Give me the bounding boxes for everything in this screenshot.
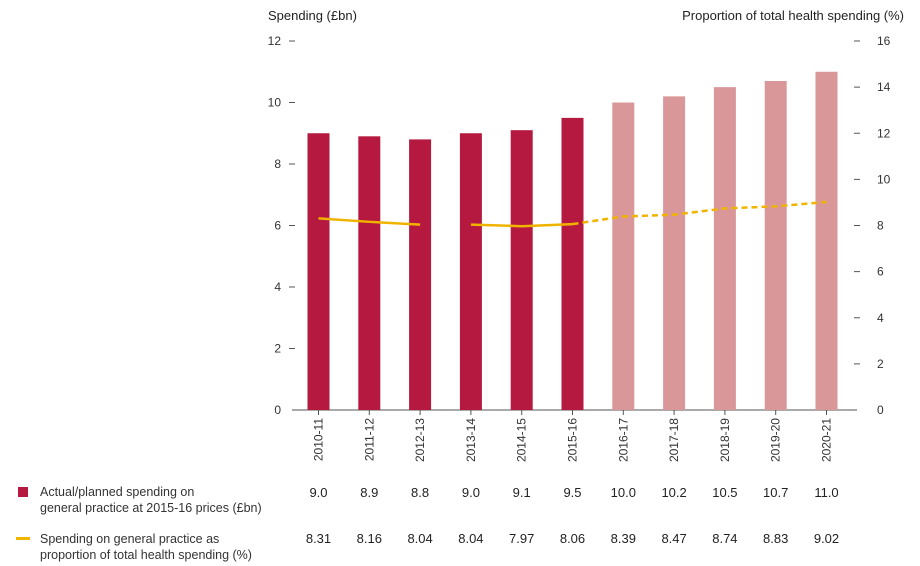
x-category-label: 2014-15: [515, 418, 529, 462]
proportion-table-value: 8.16: [357, 531, 382, 546]
spending-table-value: 8.9: [360, 485, 378, 500]
spending-table-value: 9.0: [309, 485, 327, 500]
proportion-table-value: 8.47: [661, 531, 686, 546]
actual-spending-bar: [561, 117, 584, 410]
spending-table-value: 9.0: [462, 485, 480, 500]
spending-table-value: 9.1: [513, 485, 531, 500]
left-tick-label: 12: [268, 34, 282, 48]
spending-table-value: 10.0: [611, 485, 636, 500]
left-tick-label: 6: [274, 219, 281, 233]
planned-spending-bar: [713, 87, 736, 410]
left-tick-label: 10: [268, 96, 282, 110]
actual-spending-bar: [409, 139, 432, 410]
spending-table-value: 11.0: [814, 485, 838, 500]
spending-table-value: 10.7: [763, 485, 788, 500]
legend-spending: Actual/planned spending on general pract…: [18, 484, 262, 516]
x-category-label: 2010-11: [312, 418, 326, 461]
x-category-label: 2019-20: [769, 418, 783, 462]
legend-line-swatch: [16, 537, 30, 540]
planned-spending-bar: [815, 71, 838, 410]
left-tick-label: 2: [274, 342, 281, 356]
left-axis-title: Spending (£bn): [268, 8, 357, 23]
right-tick-label: 12: [877, 126, 891, 140]
right-tick-label: 8: [877, 219, 884, 233]
legend-proportion-text-1: Spending on general practice as: [40, 532, 220, 546]
right-tick-label: 6: [877, 265, 884, 279]
legend-proportion: Spending on general practice as proporti…: [16, 531, 252, 563]
right-tick-label: 4: [877, 311, 884, 325]
legend-spending-text-1: Actual/planned spending on: [40, 485, 195, 499]
actual-spending-bar: [459, 133, 482, 410]
proportion-table-value: 8.74: [712, 531, 737, 546]
proportion-table-value: 8.04: [458, 531, 483, 546]
planned-spending-bar: [612, 102, 635, 410]
x-category-label: 2017-18: [667, 418, 681, 462]
proportion-table-value: 8.39: [611, 531, 636, 546]
legend-proportion-text-2: proportion of total health spending (%): [40, 548, 252, 562]
proportion-line-projected: [572, 200, 827, 226]
left-tick-label: 8: [274, 157, 281, 171]
proportion-line-segment: [470, 222, 573, 228]
x-category-label: 2011-12: [362, 418, 376, 461]
left-tick-label: 4: [274, 280, 281, 294]
x-category-label: 2013-14: [464, 418, 478, 462]
proportion-table-value: 7.97: [509, 531, 534, 546]
right-tick-label: 14: [877, 80, 891, 94]
proportion-table-value: 8.31: [306, 531, 331, 546]
legend-spending-text-2: general practice at 2015-16 prices (£bn): [40, 501, 262, 515]
right-tick-label: 0: [877, 403, 884, 417]
x-category-label: 2016-17: [616, 418, 630, 462]
actual-spending-bar: [510, 130, 533, 411]
right-tick-label: 2: [877, 357, 884, 371]
proportion-table-value: 8.04: [407, 531, 432, 546]
spending-table-value: 8.8: [411, 485, 429, 500]
actual-spending-bar: [358, 136, 381, 410]
right-axis-title: Proportion of total health spending (%): [682, 8, 904, 23]
x-category-label: 2018-19: [718, 418, 732, 462]
proportion-table-value: 8.83: [763, 531, 788, 546]
spending-table-value: 10.5: [712, 485, 737, 500]
right-tick-label: 16: [877, 34, 891, 48]
legend-bar-swatch: [18, 487, 28, 497]
x-category-label: 2015-16: [566, 418, 580, 462]
planned-spending-bar: [663, 96, 686, 410]
x-category-label: 2012-13: [413, 418, 427, 462]
spending-table-value: 10.2: [661, 485, 686, 500]
left-tick-label: 0: [274, 403, 281, 417]
right-tick-label: 10: [877, 172, 891, 186]
spending-table-value: 9.5: [563, 485, 581, 500]
actual-spending-bar: [307, 133, 330, 410]
planned-spending-bar: [764, 80, 787, 410]
proportion-table-value: 8.06: [560, 531, 585, 546]
proportion-line-segment: [318, 217, 421, 226]
proportion-table-value: 9.02: [814, 531, 839, 546]
x-category-label: 2020-21: [820, 418, 834, 462]
